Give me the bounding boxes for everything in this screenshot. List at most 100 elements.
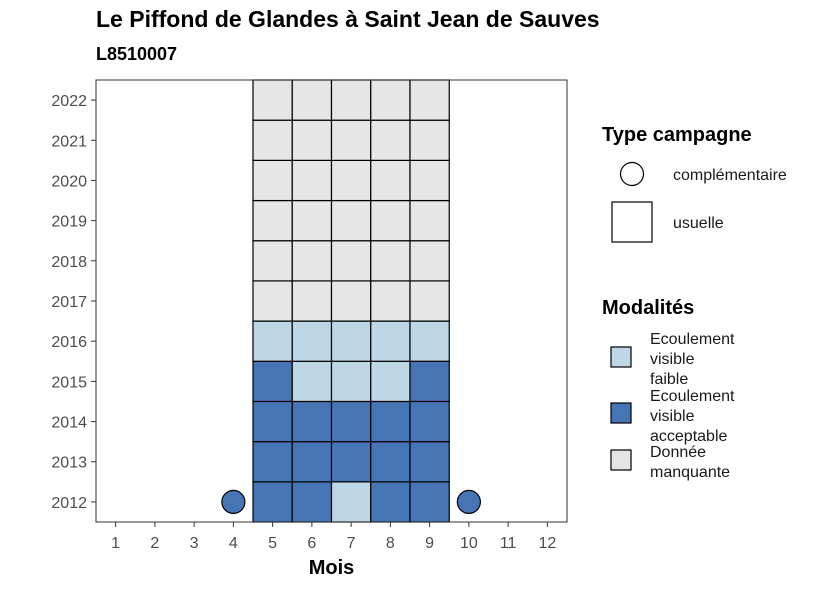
legend-label-faible-line-2: visible bbox=[650, 351, 695, 368]
cell-2018-8 bbox=[370, 240, 411, 282]
cell-2020-7 bbox=[330, 159, 372, 202]
x-tick-label-1: 1 bbox=[111, 535, 120, 552]
cell-2018-6 bbox=[291, 240, 333, 282]
cell-2016-8 bbox=[370, 320, 411, 362]
cell-2021-9 bbox=[409, 119, 450, 161]
y-tick-label-2012: 2012 bbox=[51, 495, 87, 512]
x-tick-label-3: 3 bbox=[190, 535, 199, 552]
cell-2012-8 bbox=[370, 481, 411, 523]
cell-2022-5 bbox=[252, 79, 293, 121]
cell-2014-9 bbox=[409, 400, 450, 443]
cell-2015-8 bbox=[370, 360, 411, 403]
cell-2015-5 bbox=[252, 360, 293, 403]
legend-key-acceptable bbox=[610, 402, 632, 424]
cell-2012-6 bbox=[291, 481, 333, 523]
cell-2015-7 bbox=[330, 360, 372, 403]
cell-2018-7 bbox=[330, 240, 372, 282]
cell-2017-7 bbox=[330, 280, 372, 322]
cell-2013-7 bbox=[330, 441, 372, 483]
x-tick-label-2: 2 bbox=[150, 535, 159, 552]
legend-label-acceptable-line-3: acceptable bbox=[650, 428, 727, 445]
y-tick-label-2013: 2013 bbox=[51, 455, 87, 472]
x-tick-label-11: 11 bbox=[500, 535, 517, 552]
cell-2022-8 bbox=[370, 79, 411, 121]
heatmap-cells bbox=[221, 79, 481, 523]
cell-2014-5 bbox=[252, 400, 293, 443]
legend-label-faible-line-1: Ecoulement bbox=[650, 331, 735, 348]
cell-2022-9 bbox=[409, 79, 450, 121]
y-tick-label-2015: 2015 bbox=[51, 374, 87, 391]
legend-label-faible-line-3: faible bbox=[650, 371, 688, 388]
cell-2016-7 bbox=[330, 320, 372, 362]
point-2012-4 bbox=[221, 489, 246, 515]
cell-2012-7 bbox=[330, 481, 372, 523]
x-tick-label-12: 12 bbox=[538, 535, 556, 552]
cell-2016-5 bbox=[252, 320, 293, 362]
point-2012-10 bbox=[456, 489, 481, 515]
chart-title: Le Piffond de Glandes à Saint Jean de Sa… bbox=[96, 6, 600, 32]
legend-key-usuelle bbox=[611, 201, 653, 243]
cell-2018-9 bbox=[409, 240, 450, 282]
legend-campagne: Type campagne complémentaire usuelle bbox=[602, 124, 787, 243]
legend-label-usuelle: usuelle bbox=[673, 215, 724, 232]
legend-modalites-title: Modalités bbox=[602, 297, 694, 319]
cell-2017-9 bbox=[409, 280, 450, 322]
x-tick-label-9: 9 bbox=[425, 535, 434, 552]
x-tick-label-8: 8 bbox=[386, 535, 395, 552]
legend-label-acceptable-line-2: visible bbox=[650, 408, 695, 425]
legend-key-complementaire bbox=[619, 161, 645, 187]
y-tick-label-2018: 2018 bbox=[51, 254, 87, 271]
legend-key-manquante bbox=[610, 449, 632, 471]
y-tick-label-2014: 2014 bbox=[51, 415, 87, 432]
cell-2016-6 bbox=[291, 320, 333, 362]
cell-2022-6 bbox=[291, 79, 333, 121]
cell-2021-6 bbox=[291, 119, 333, 161]
legend-modalites: ModalitésEcoulementvisiblefaibleEcouleme… bbox=[602, 297, 735, 481]
legend-campagne-title: Type campagne bbox=[602, 124, 752, 146]
cell-2022-7 bbox=[330, 79, 372, 121]
cell-2019-8 bbox=[370, 199, 411, 242]
cell-2014-6 bbox=[291, 400, 333, 443]
legend-label-manquante-line-2: manquante bbox=[650, 464, 730, 481]
legend-key-faible bbox=[610, 346, 632, 368]
cell-2021-5 bbox=[252, 119, 293, 161]
cell-2018-5 bbox=[252, 240, 293, 282]
cell-2021-7 bbox=[330, 119, 372, 161]
cell-2013-5 bbox=[252, 441, 293, 483]
x-axis-title: Mois bbox=[309, 557, 355, 579]
cell-2015-9 bbox=[409, 360, 450, 403]
cell-2019-9 bbox=[409, 199, 450, 242]
cell-2017-5 bbox=[252, 280, 293, 322]
cell-2015-6 bbox=[291, 360, 333, 403]
cell-2014-7 bbox=[330, 400, 372, 443]
cell-2017-6 bbox=[291, 280, 333, 322]
cell-2017-8 bbox=[370, 280, 411, 322]
cell-2019-7 bbox=[330, 199, 372, 242]
y-tick-label-2016: 2016 bbox=[51, 334, 87, 351]
x-tick-label-5: 5 bbox=[268, 535, 277, 552]
cell-2021-8 bbox=[370, 119, 411, 161]
x-axis: 1 2 3 4 5 6 7 8 9 10 11 12 bbox=[111, 522, 556, 552]
y-tick-label-2022: 2022 bbox=[51, 93, 87, 110]
cell-2016-9 bbox=[409, 320, 450, 362]
x-tick-label-7: 7 bbox=[347, 535, 356, 552]
cell-2013-6 bbox=[291, 441, 333, 483]
x-tick-label-10: 10 bbox=[460, 535, 478, 552]
legend-label-complementaire: complémentaire bbox=[673, 167, 787, 184]
cell-2019-5 bbox=[252, 199, 293, 242]
cell-2020-9 bbox=[409, 159, 450, 202]
legend-label-acceptable-line-1: Ecoulement bbox=[650, 388, 735, 405]
x-tick-label-6: 6 bbox=[307, 535, 316, 552]
y-tick-label-2017: 2017 bbox=[51, 294, 87, 311]
cell-2020-8 bbox=[370, 159, 411, 202]
legend-label-manquante-line-1: Donnée bbox=[650, 444, 706, 461]
cell-2020-6 bbox=[291, 159, 333, 202]
cell-2019-6 bbox=[291, 199, 333, 242]
cell-2014-8 bbox=[370, 400, 411, 443]
y-tick-label-2019: 2019 bbox=[51, 214, 87, 231]
cell-2013-8 bbox=[370, 441, 411, 483]
y-tick-label-2021: 2021 bbox=[51, 133, 87, 150]
y-tick-label-2020: 2020 bbox=[51, 173, 87, 190]
cell-2013-9 bbox=[409, 441, 450, 483]
